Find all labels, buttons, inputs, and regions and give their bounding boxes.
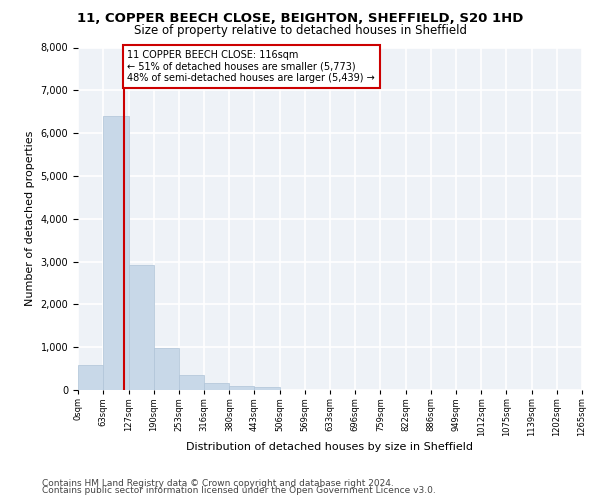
Text: Contains HM Land Registry data © Crown copyright and database right 2024.: Contains HM Land Registry data © Crown c… — [42, 478, 394, 488]
Bar — [128, 265, 154, 390]
X-axis label: Distribution of detached houses by size in Sheffield: Distribution of detached houses by size … — [187, 442, 473, 452]
Text: Size of property relative to detached houses in Sheffield: Size of property relative to detached ho… — [133, 24, 467, 37]
Bar — [103, 116, 128, 390]
Bar — [254, 387, 280, 390]
Bar — [154, 348, 179, 390]
Bar — [78, 365, 103, 390]
Text: Contains public sector information licensed under the Open Government Licence v3: Contains public sector information licen… — [42, 486, 436, 495]
Bar — [229, 386, 254, 390]
Text: 11, COPPER BEECH CLOSE, BEIGHTON, SHEFFIELD, S20 1HD: 11, COPPER BEECH CLOSE, BEIGHTON, SHEFFI… — [77, 12, 523, 26]
Text: 11 COPPER BEECH CLOSE: 116sqm
← 51% of detached houses are smaller (5,773)
48% o: 11 COPPER BEECH CLOSE: 116sqm ← 51% of d… — [127, 50, 375, 84]
Y-axis label: Number of detached properties: Number of detached properties — [25, 131, 35, 306]
Bar — [179, 374, 204, 390]
Bar — [204, 383, 229, 390]
